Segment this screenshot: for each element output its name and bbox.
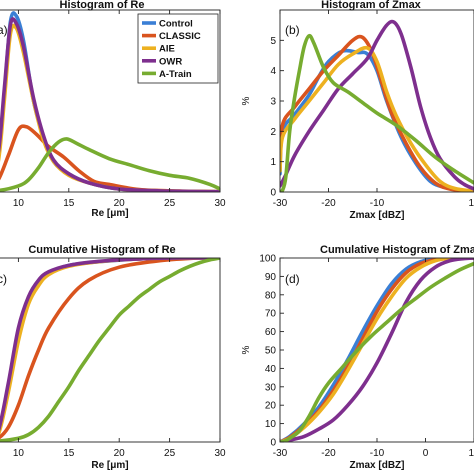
panel-b: -30 -20 -10 10 0 1 2 3 4 5 Histogram of Zmax (b) Zma… [241,0,474,221]
chart-title: Histogram of Re [60,0,145,11]
series-line-aie-d [280,258,474,442]
y-tick-label: 10 [265,419,277,430]
y-tick-label: 3 [270,97,276,108]
y-axis-label: % [241,96,252,105]
x-axis-label: Re [μm] [91,460,128,471]
x-tick-label: 0 [423,448,429,459]
panel-a: 51015202530Histogram of Rea)Re [μm]Contr… [0,0,226,219]
y-tick-label: 30 [265,382,277,393]
x-axis-label: Zmax [dBZ] [350,460,405,471]
y-tick-label: 60 [265,327,277,338]
axes-frame-c [0,257,221,443]
y-tick-label: 4 [270,66,276,77]
x-tick-label: 10 [13,448,25,459]
y-tick-label: 40 [265,364,277,375]
x-tick-label: -20 [321,198,336,209]
legend-entry-control: Control [159,19,193,30]
x-tick-label: -30 [273,448,288,459]
x-tick-label: -30 [273,198,288,209]
panel-label: (d) [285,272,300,286]
series-line-a-train-c [0,258,220,442]
axes-frame-a [0,9,221,193]
panel-label: (b) [285,23,300,37]
y-tick-label: 0 [270,438,276,449]
x-tick-label: 30 [214,448,226,459]
series-line-classic-b [280,34,474,192]
panel-label: c) [0,272,7,286]
series-group-d [280,258,474,442]
series-line-owr-d [280,258,474,442]
y-tick-label: 0 [270,188,276,199]
chart-title: Cumulative Histogram of Zmax [320,244,474,256]
y-tick-label: 90 [265,272,277,283]
y-axis-label: % [241,345,252,354]
legend-entry-classic: CLASSIC [159,31,201,42]
series-line-a-train-b [280,33,474,192]
y-tick-label: 1 [270,157,276,168]
y-tick-label: 70 [265,309,277,320]
x-tick-label: 10 [468,448,474,459]
x-tick-label: -10 [370,448,385,459]
x-tick-label: 10 [468,198,474,209]
y-tick-label: 100 [259,254,276,265]
series-line-a-train-a [0,137,220,192]
x-tick-label: 25 [164,448,176,459]
series-group-c [0,258,220,442]
legend-entry-aie: AIE [159,44,175,55]
panel-c: 51015202530Cumulative Histogram of Rec)R… [0,244,226,471]
chart-title: Cumulative Histogram of Re [28,244,175,256]
series-group-b [280,19,474,192]
series-line-a-train-d [280,261,474,442]
x-tick-label: 20 [114,198,126,209]
series-line-owr-a [0,17,220,192]
chart-title: Histogram of Zmax [321,0,422,11]
x-tick-label: 20 [114,448,126,459]
y-tick-label: 50 [265,346,277,357]
y-tick-label: 5 [270,36,276,47]
series-group-a [0,11,220,192]
legend-entry-a-train: A-Train [159,69,192,80]
y-tick-label: 80 [265,290,277,301]
panel-d: -30-20-100100102030405060708090100Cumula… [241,244,474,471]
x-axis-label: Zmax [dBZ] [350,210,405,221]
x-axis-label: Re [μm] [91,208,128,219]
x-tick-label: 25 [164,198,176,209]
x-tick-label: 15 [63,198,75,209]
x-tick-label: -20 [321,448,336,459]
series-line-classic-c [0,258,220,440]
series-line-owr-c [0,258,220,432]
y-tick-label: 2 [270,127,276,138]
x-tick-label: 30 [214,198,226,209]
x-tick-label: 10 [13,198,25,209]
legend-entry-owr: OWR [159,56,182,67]
panel-label: a) [0,23,8,37]
y-tick-label: 20 [265,401,277,412]
x-tick-label: 15 [63,448,75,459]
x-tick-label: -10 [370,198,385,209]
